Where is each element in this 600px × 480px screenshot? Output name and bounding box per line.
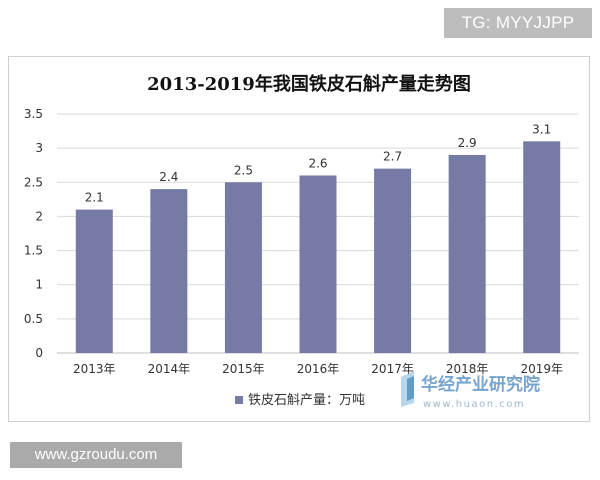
legend: 铁皮石斛产量：万吨 bbox=[235, 393, 365, 408]
bar bbox=[523, 141, 561, 353]
y-tick-label: 1.5 bbox=[24, 244, 43, 258]
y-tick-label: 2.5 bbox=[24, 175, 43, 189]
x-axis-ticks: 2013年 2014年 2015年 2016年 2017年 2018年 2019年 bbox=[73, 362, 563, 376]
data-label: 2.6 bbox=[308, 156, 327, 170]
y-tick-label: 2 bbox=[35, 209, 43, 223]
huaon-logo: 华经产业研究院 www.huaon.com bbox=[401, 371, 540, 410]
y-tick-label: 0.5 bbox=[24, 312, 43, 326]
y-tick-label: 0 bbox=[35, 346, 43, 360]
y-axis-ticks: 0 0.5 1 1.5 2 2.5 3 3.5 bbox=[24, 107, 43, 360]
x-tick-label: 2016年 bbox=[297, 362, 340, 376]
data-label: 2.5 bbox=[234, 163, 253, 177]
bar bbox=[224, 182, 262, 353]
bar bbox=[448, 154, 486, 353]
watermark-url: www.gzroudu.com bbox=[10, 442, 182, 468]
chart-title: 2013-2019年我国铁皮石斛产量走势图 bbox=[147, 73, 471, 95]
data-label: 3.1 bbox=[532, 122, 551, 136]
data-label: 2.9 bbox=[458, 136, 477, 150]
bar-chart: 2013-2019年我国铁皮石斛产量走势图 0 0.5 1 1.5 2 2.5 3 3.5 2… bbox=[24, 73, 579, 410]
y-tick-label: 3 bbox=[35, 141, 43, 155]
legend-label: 铁皮石斛产量：万吨 bbox=[248, 393, 365, 408]
y-tick-label: 3.5 bbox=[24, 107, 43, 121]
logo-mark-icon-accent bbox=[407, 376, 414, 401]
x-tick-label: 2015年 bbox=[222, 362, 265, 376]
data-label: 2.4 bbox=[159, 170, 178, 184]
data-label: 2.7 bbox=[383, 150, 402, 164]
data-label: 2.1 bbox=[85, 191, 104, 205]
x-tick-label: 2018年 bbox=[446, 362, 489, 376]
bars bbox=[75, 141, 561, 353]
bar bbox=[150, 189, 188, 353]
chart-frame: 2013-2019年我国铁皮石斛产量走势图 0 0.5 1 1.5 2 2.5 3 3.5 2… bbox=[8, 56, 590, 422]
bar bbox=[374, 168, 412, 353]
watermark-tg: TG: MYYJJPP bbox=[444, 8, 592, 38]
y-tick-label: 1 bbox=[35, 278, 43, 292]
legend-swatch bbox=[235, 396, 243, 404]
bar bbox=[299, 175, 337, 353]
x-tick-label: 2019年 bbox=[520, 362, 563, 376]
x-tick-label: 2017年 bbox=[371, 362, 414, 376]
x-tick-label: 2013年 bbox=[73, 362, 116, 376]
logo-url-text: www.huaon.com bbox=[423, 399, 525, 410]
logo-cn-text: 华经产业研究院 bbox=[421, 374, 540, 395]
x-tick-label: 2014年 bbox=[148, 362, 191, 376]
data-labels: 2.1 2.4 2.5 2.6 2.7 2.9 3.1 bbox=[85, 122, 552, 204]
bar bbox=[75, 209, 113, 353]
